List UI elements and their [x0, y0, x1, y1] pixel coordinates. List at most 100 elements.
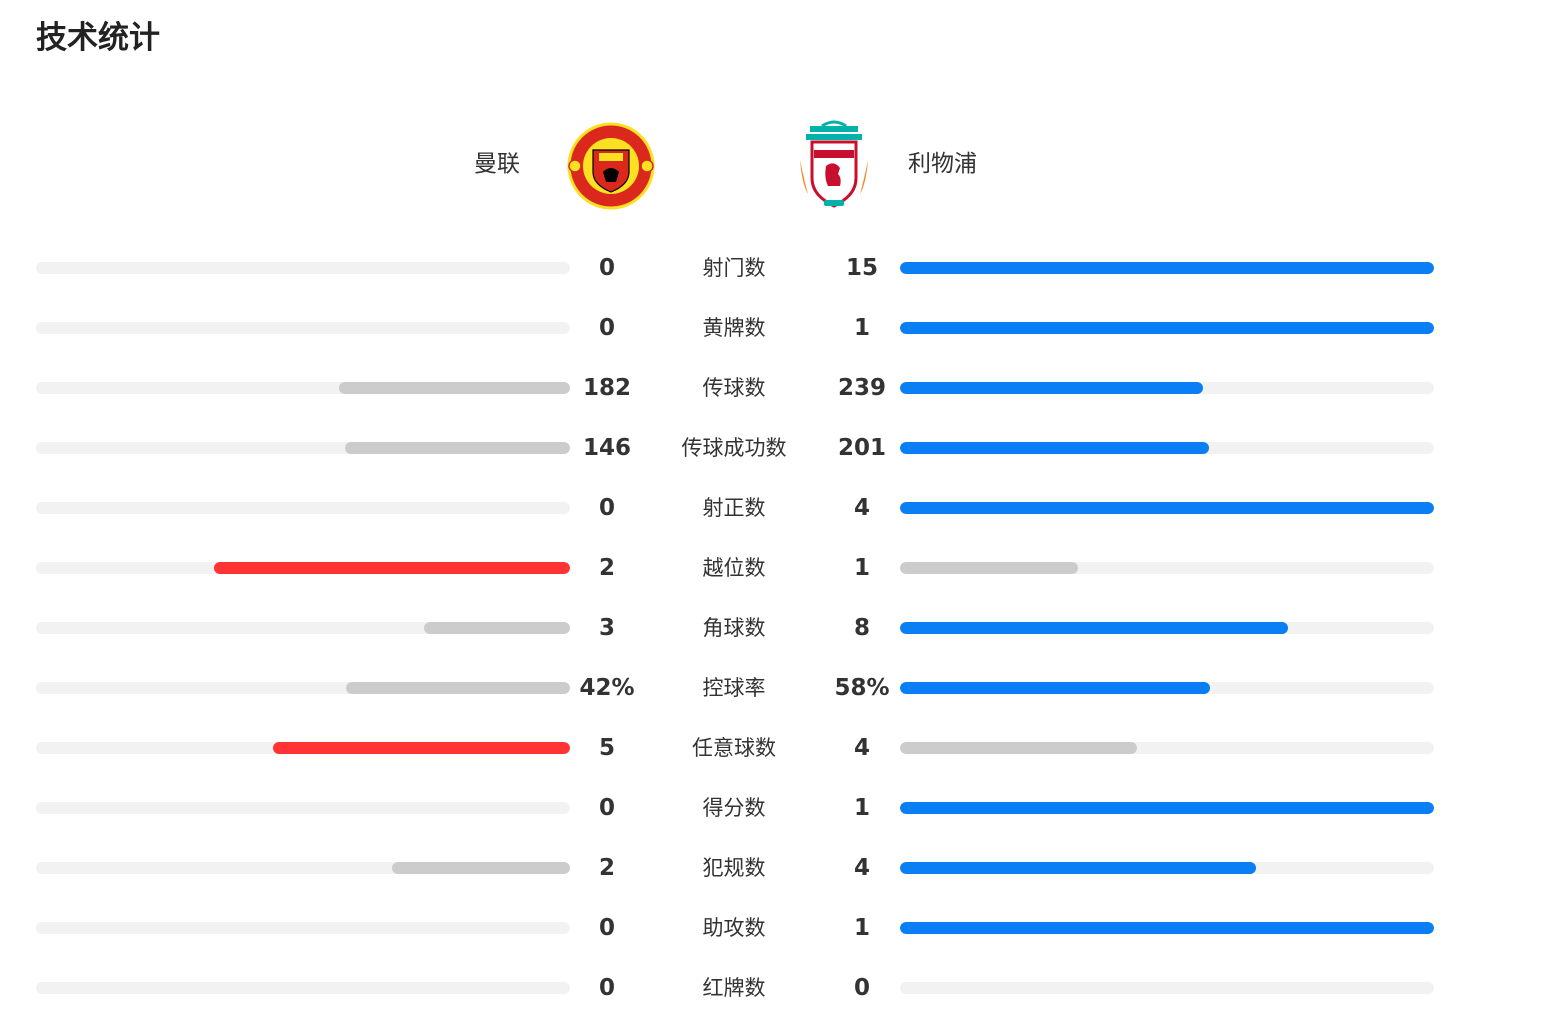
- stat-row: 3 角球数 8: [0, 598, 1546, 658]
- team-header: 曼联 利物浦: [0, 110, 1546, 220]
- home-stat-bar-track: [36, 862, 570, 874]
- stat-row: 2 犯规数 4: [0, 838, 1546, 898]
- home-stat-bar-track: [36, 982, 570, 994]
- away-stat-bar-track: [900, 442, 1434, 454]
- home-stat-bar-track: [36, 322, 570, 334]
- stat-label: 传球成功数: [681, 436, 787, 460]
- home-stat-bar-track: [36, 742, 570, 754]
- home-stat-bar-fill: [392, 862, 570, 874]
- stat-label: 射门数: [702, 256, 766, 280]
- away-stat-value: 0: [853, 975, 870, 1001]
- away-stat-value: 8: [853, 615, 870, 641]
- stat-label: 犯规数: [702, 856, 766, 880]
- stat-label: 射正数: [702, 496, 766, 520]
- away-stat-bar-fill: [900, 862, 1257, 874]
- stat-label: 红牌数: [702, 976, 766, 1000]
- stat-row: 2 越位数 1: [0, 538, 1546, 598]
- away-stat-bar-fill: [900, 322, 1434, 334]
- home-stat-bar-track: [36, 622, 570, 634]
- away-stat-bar-track: [900, 982, 1434, 994]
- stat-label: 得分数: [702, 796, 766, 820]
- away-stat-bar-track: [900, 682, 1434, 694]
- stat-row: 42% 控球率 58%: [0, 658, 1546, 718]
- stat-row: 146 传球成功数 201: [0, 418, 1546, 478]
- away-stat-value: 1: [853, 315, 870, 341]
- stat-row: 0 射正数 4: [0, 478, 1546, 538]
- stat-label: 越位数: [702, 556, 766, 580]
- home-stat-value: 2: [598, 555, 615, 581]
- home-stat-value: 0: [598, 915, 615, 941]
- away-stat-bar-track: [900, 322, 1434, 334]
- away-stat-bar-fill: [900, 562, 1078, 574]
- stat-row: 0 射门数 15: [0, 238, 1546, 298]
- home-stat-bar-track: [36, 502, 570, 514]
- home-stat-bar-track: [36, 922, 570, 934]
- away-stat-value: 4: [853, 735, 870, 761]
- away-stat-value: 58%: [834, 675, 890, 701]
- home-stat-bar-fill: [213, 562, 570, 574]
- stat-label: 传球数: [702, 376, 766, 400]
- stat-row: 0 得分数 1: [0, 778, 1546, 838]
- home-stat-value: 2: [598, 855, 615, 881]
- away-stat-bar-fill: [900, 262, 1434, 274]
- away-stat-bar-track: [900, 502, 1434, 514]
- home-stat-value: 146: [582, 435, 631, 461]
- away-stat-bar-track: [900, 862, 1434, 874]
- home-stat-bar-track: [36, 562, 570, 574]
- stat-row: 0 黄牌数 1: [0, 298, 1546, 358]
- home-stat-bar-fill: [345, 442, 570, 454]
- stat-label: 助攻数: [702, 916, 766, 940]
- away-stat-bar-track: [900, 742, 1434, 754]
- away-stat-value: 1: [853, 915, 870, 941]
- away-stat-bar-fill: [900, 622, 1289, 634]
- away-stat-bar-track: [900, 802, 1434, 814]
- home-stat-bar-track: [36, 382, 570, 394]
- home-stat-value: 0: [598, 975, 615, 1001]
- away-stat-bar-fill: [900, 682, 1210, 694]
- away-stat-bar-fill: [900, 742, 1138, 754]
- away-stat-bar-fill: [900, 442, 1210, 454]
- page-title: 技术统计: [36, 20, 160, 56]
- away-stat-value: 15: [845, 255, 878, 281]
- stat-row: 5 任意球数 4: [0, 718, 1546, 778]
- home-stat-bar-fill: [424, 622, 570, 634]
- home-stat-bar-fill: [339, 382, 570, 394]
- away-stat-value: 1: [853, 795, 870, 821]
- away-stat-bar-fill: [900, 382, 1204, 394]
- stat-row: 0 红牌数 0: [0, 958, 1546, 1018]
- away-stat-bar-fill: [900, 502, 1434, 514]
- home-stat-bar-fill: [273, 742, 570, 754]
- stat-label: 黄牌数: [702, 316, 766, 340]
- away-stat-bar-track: [900, 262, 1434, 274]
- away-stat-bar-track: [900, 622, 1434, 634]
- home-stat-bar-track: [36, 262, 570, 274]
- stat-row: 0 助攻数 1: [0, 898, 1546, 958]
- home-stat-value: 0: [598, 315, 615, 341]
- home-stat-bar-track: [36, 682, 570, 694]
- away-stat-value: 4: [853, 495, 870, 521]
- home-stat-bar-track: [36, 442, 570, 454]
- home-stat-bar-fill: [345, 682, 570, 694]
- stat-label: 角球数: [702, 616, 766, 640]
- home-stat-value: 0: [598, 255, 615, 281]
- home-stat-value: 5: [598, 735, 615, 761]
- away-team-name: 利物浦: [908, 151, 977, 177]
- away-stat-bar-track: [900, 562, 1434, 574]
- stats-list: 0 射门数 15 0 黄牌数 1 182 传球数 239 146 传球成功数 201 0 射正数 4 2 越位数…: [0, 238, 1546, 1018]
- home-stat-value: 0: [598, 495, 615, 521]
- home-team-name: 曼联: [474, 151, 520, 177]
- home-stat-value: 3: [598, 615, 615, 641]
- away-stat-value: 4: [853, 855, 870, 881]
- away-stat-value: 239: [837, 375, 886, 401]
- away-stat-value: 201: [837, 435, 886, 461]
- away-stat-bar-track: [900, 382, 1434, 394]
- away-stat-bar-fill: [900, 802, 1434, 814]
- home-stat-value: 42%: [579, 675, 635, 701]
- liverpool-crest-icon: [800, 120, 868, 208]
- away-stat-bar-fill: [900, 922, 1434, 934]
- stat-row: 182 传球数 239: [0, 358, 1546, 418]
- manchester-united-crest-icon: [567, 122, 655, 210]
- stat-label: 控球率: [702, 676, 766, 700]
- home-stat-value: 182: [582, 375, 631, 401]
- away-stat-value: 1: [853, 555, 870, 581]
